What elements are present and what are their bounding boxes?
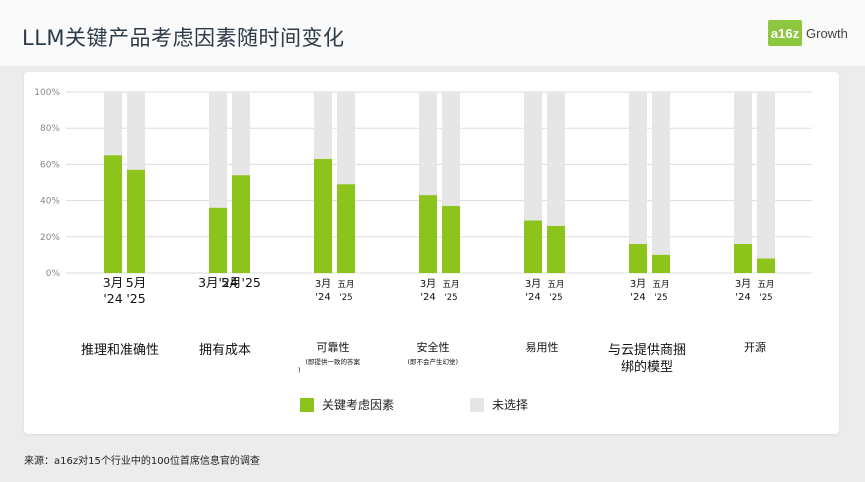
bar-period-label: 3月: [735, 278, 751, 290]
bar-not-selected: [629, 92, 647, 273]
bar-not-selected: [757, 92, 775, 273]
category-note: ): [298, 366, 301, 374]
bar-key-factor: [127, 169, 145, 273]
bar-not-selected: [652, 92, 670, 273]
category-label: 推理和准确性: [81, 343, 160, 358]
y-tick-label: 80%: [40, 124, 60, 134]
category-label: 可靠性: [316, 341, 350, 354]
y-tick-label: 100%: [34, 88, 60, 98]
legend-label-rest: 未选择: [492, 398, 529, 412]
logo-mark: a16z: [768, 20, 802, 46]
bar-period-label: '25: [339, 293, 352, 303]
bar-period-label: '25: [654, 293, 667, 303]
bar-period-label: 3月: [103, 275, 123, 290]
bar-key-factor: [547, 225, 565, 273]
bar-period-label: 5月'25: [221, 275, 261, 290]
category-label: 绑的模型: [621, 360, 674, 375]
bar-period-label: 五月: [757, 280, 774, 290]
bar-period-label: 五月: [547, 280, 564, 290]
legend-swatch-rest: [470, 397, 484, 412]
bar-key-factor: [419, 195, 437, 273]
bar-key-factor: [734, 244, 752, 273]
bar-period-label: '24: [420, 292, 435, 303]
legend-label-key: 关键考虑因素: [322, 398, 395, 412]
bar-period-label: 3月: [630, 278, 646, 290]
page-title: LLM关键产品考虑因素随时间变化: [22, 26, 345, 50]
bar-not-selected: [734, 92, 752, 273]
bar-period-label: '24: [315, 292, 330, 303]
header: LLM关键产品考虑因素随时间变化 a16z Growth: [0, 0, 865, 66]
bar-period-label: '24: [525, 292, 540, 303]
bar-period-label: 3月: [525, 278, 541, 290]
category-note: (即提供一致的答案: [305, 358, 361, 366]
bar-key-factor: [104, 155, 122, 273]
bar-period-label: '25: [549, 293, 562, 303]
bar-period-label: '24: [735, 292, 750, 303]
bar-period-label: '24: [630, 292, 645, 303]
bar-key-factor: [757, 258, 775, 273]
y-tick-label: 0%: [46, 269, 61, 279]
bar-period-label: 五月: [442, 280, 459, 290]
logo: a16z Growth: [768, 20, 848, 46]
bar-period-label: 3月: [420, 278, 436, 290]
bar-period-label: '24: [103, 291, 122, 306]
bar-period-label: 五月: [652, 280, 669, 290]
bar-period-label: 3月'24: [198, 275, 238, 290]
y-tick-label: 20%: [40, 233, 60, 243]
category-label: 与云提供商捆: [608, 343, 687, 358]
category-label: 开源: [744, 341, 766, 354]
bar-period-label: '25: [126, 291, 145, 306]
bar-key-factor: [314, 158, 332, 273]
logo-text: Growth: [806, 25, 848, 41]
category-note: (即不会产生幻觉): [407, 358, 459, 366]
bar-key-factor: [524, 220, 542, 273]
legend-item-key: 关键考虑因素: [300, 396, 394, 413]
y-tick-label: 40%: [40, 197, 60, 207]
legend-swatch-key: [300, 397, 314, 412]
bar-period-label: '25: [444, 293, 457, 303]
y-tick-label: 60%: [40, 160, 60, 170]
bar-key-factor: [232, 175, 250, 273]
source-note: 来源：a16z对15个行业中的100位首席信息官的调查: [24, 456, 260, 467]
bar-key-factor: [652, 254, 670, 273]
bar-key-factor: [209, 207, 227, 273]
bar-key-factor: [337, 184, 355, 273]
bar-period-label: 五月: [337, 280, 354, 290]
bar-key-factor: [629, 244, 647, 273]
category-label: 安全性: [416, 341, 450, 354]
bar-period-label: 3月: [315, 278, 331, 290]
bar-period-label: '25: [759, 293, 772, 303]
bar-period-label: 5月: [126, 275, 146, 290]
bar-key-factor: [442, 206, 460, 273]
category-label: 拥有成本: [199, 343, 252, 358]
legend-item-rest: 未选择: [470, 396, 528, 413]
category-label: 易用性: [525, 341, 559, 354]
